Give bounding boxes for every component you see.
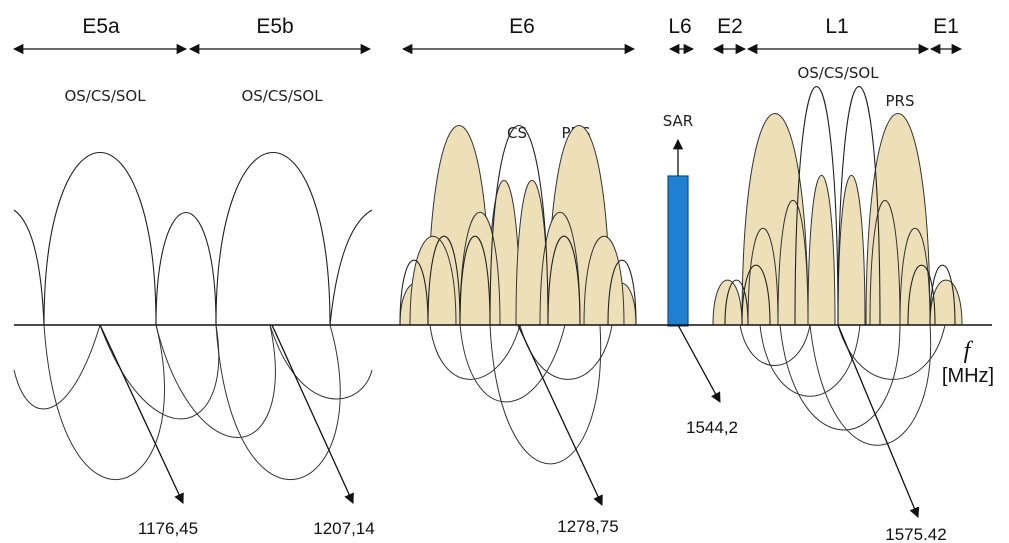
marker-arrow-e6 (517, 324, 603, 506)
band-label-e1: E1 (933, 15, 959, 38)
l1-os-lobe (741, 264, 771, 326)
frequency-axis: f [MHz] (14, 324, 994, 387)
l1-spectrum (712, 86, 963, 326)
l1-os-lobe (929, 264, 956, 326)
l1-services-label: OS/CS/SOL (797, 64, 879, 82)
l1-os-lobe (724, 279, 749, 326)
e6-prs-lobe (583, 236, 625, 326)
l1-prs-label: PRS (886, 92, 915, 110)
e6-spectrum (399, 125, 637, 326)
e6-cs-lobe (427, 235, 461, 326)
e6-cs-lobe (459, 235, 491, 326)
band-label-e5b: E5b (256, 15, 293, 38)
l1-prs-lobe (712, 279, 743, 326)
l1-prs-lobe (899, 228, 931, 326)
axis-variable: f (964, 338, 974, 364)
sar-bar (667, 175, 689, 327)
sar-label: SAR (663, 112, 693, 130)
band-label-e2: E2 (717, 15, 743, 38)
freq-label-e5b: 1207,14 (313, 519, 374, 538)
frequency-markers: 1176,45 1207,14 1278,75 1544,2 1575.42 (99, 324, 947, 543)
marker-arrow-sar (677, 324, 721, 403)
axis-unit: [MHz] (942, 365, 994, 387)
e5-spectrum (13, 151, 373, 326)
marker-arrow-e5b (271, 324, 354, 504)
band-label-e5a: E5a (82, 15, 120, 38)
l1-prs-lobe (837, 175, 866, 326)
marker-arrow-l1 (837, 324, 920, 518)
freq-label-sar: 1544,2 (686, 418, 738, 437)
l1-prs-lobe (747, 228, 779, 326)
marker-arrow-e5a (99, 324, 184, 504)
l1-os-lobe (794, 86, 839, 326)
e5b-services-label: OS/CS/SOL (241, 87, 323, 105)
freq-label-e6: 1278,75 (557, 517, 618, 536)
band-label-l6: L6 (668, 15, 691, 38)
l1-prs-lobe (777, 199, 809, 326)
e6-prs-lobe (409, 236, 457, 326)
l1-prs-lobe (929, 279, 963, 326)
freq-label-e5a: 1176,45 (138, 519, 198, 538)
band-label-e6: E6 (509, 15, 535, 38)
e6-cs-lobe (489, 125, 549, 326)
mirror-spectra (13, 324, 946, 481)
e6-cs-lobe (607, 259, 637, 326)
band-labels: E5a E5b E6 L6 E2 L1 E1 (82, 15, 959, 38)
band-label-l1: L1 (825, 15, 848, 38)
freq-label-l1: 1575.42 (885, 525, 946, 543)
l1-prs-lobe (869, 199, 901, 326)
e6-cs-lobe (399, 259, 429, 326)
l1-prs-lobe (807, 175, 836, 326)
l1-os-lobe (837, 86, 881, 326)
l1-os-lobe (907, 264, 936, 326)
e6-cs-lobe (547, 235, 581, 326)
e5a-services-label: OS/CS/SOL (64, 87, 146, 105)
e6-cs-label: CS (507, 124, 527, 142)
sar-signal (667, 138, 689, 327)
